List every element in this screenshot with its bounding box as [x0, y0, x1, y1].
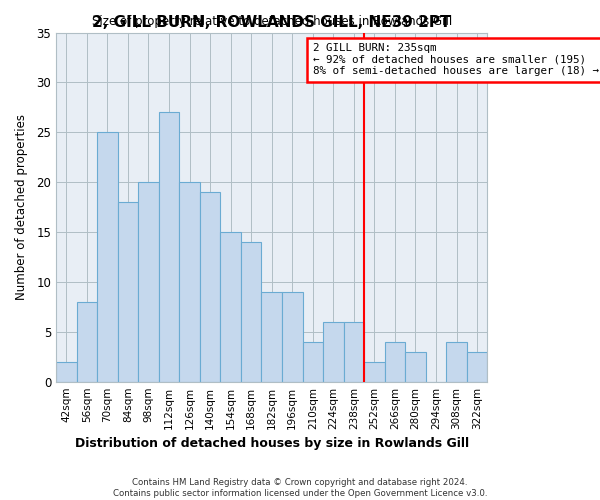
Text: Size of property relative to detached houses in Rowlands Gill: Size of property relative to detached ho…	[92, 16, 452, 28]
Bar	[77, 302, 97, 382]
Bar	[262, 292, 282, 382]
Bar	[405, 352, 426, 382]
Text: 2 GILL BURN: 235sqm
← 92% of detached houses are smaller (195)
8% of semi-detach: 2 GILL BURN: 235sqm ← 92% of detached ho…	[313, 43, 599, 76]
Bar	[241, 242, 262, 382]
Bar	[138, 182, 159, 382]
Bar	[323, 322, 344, 382]
Bar	[302, 342, 323, 382]
Bar	[56, 362, 77, 382]
Bar	[159, 112, 179, 382]
Bar	[467, 352, 487, 382]
Bar	[179, 182, 200, 382]
Bar	[446, 342, 467, 382]
Bar	[364, 362, 385, 382]
X-axis label: Distribution of detached houses by size in Rowlands Gill: Distribution of detached houses by size …	[74, 437, 469, 450]
Bar	[118, 202, 138, 382]
Text: Contains HM Land Registry data © Crown copyright and database right 2024.
Contai: Contains HM Land Registry data © Crown c…	[113, 478, 487, 498]
Bar	[97, 132, 118, 382]
Bar	[282, 292, 302, 382]
Bar	[200, 192, 220, 382]
Bar	[385, 342, 405, 382]
Y-axis label: Number of detached properties: Number of detached properties	[15, 114, 28, 300]
Title: 2, GILL BURN, ROWLANDS GILL, NE39 2PT: 2, GILL BURN, ROWLANDS GILL, NE39 2PT	[92, 15, 451, 30]
Bar	[344, 322, 364, 382]
Bar	[220, 232, 241, 382]
